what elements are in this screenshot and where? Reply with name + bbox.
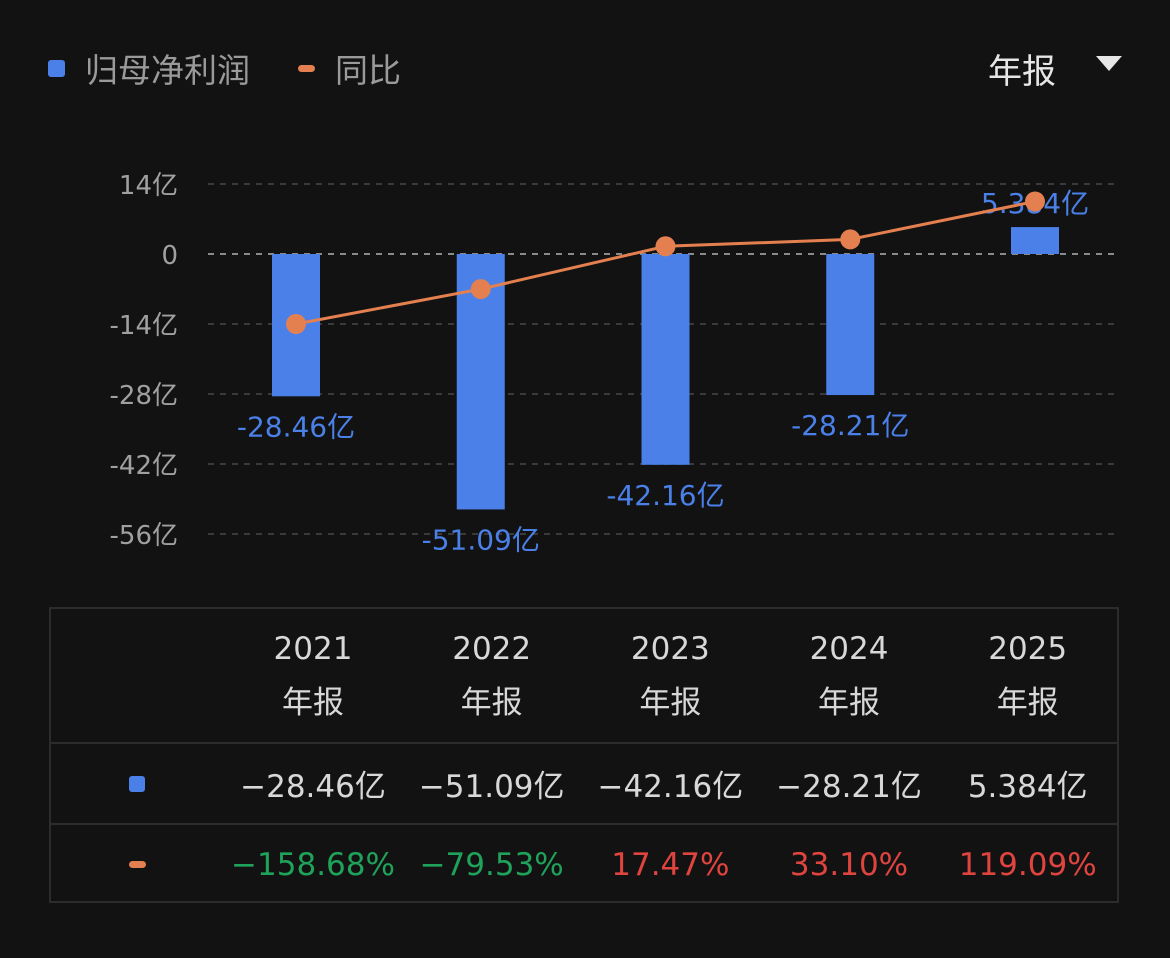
y-tick-label: -56亿: [110, 521, 178, 551]
bar: [1011, 227, 1059, 254]
period: 年报: [996, 684, 1059, 721]
y-tick-label: 14亿: [119, 171, 178, 201]
cell-yoy: 17.47%: [611, 846, 730, 883]
cell-profit: −28.46亿: [240, 769, 386, 805]
data-table: 2021 年报 2022 年报 2023 年报 2024 年报 2025 年报 −28.4…: [49, 607, 1119, 903]
bar-data-label: -51.09亿: [422, 523, 540, 556]
y-tick-label: 0: [161, 241, 178, 271]
yoy-point: [840, 229, 861, 250]
yoy-point: [286, 314, 306, 334]
period-dropdown[interactable]: 年报: [988, 44, 1122, 93]
line-series-icon: [128, 861, 146, 868]
legend: 归母净利润 同比: [48, 44, 401, 92]
year: 2022: [452, 630, 532, 667]
bar: [641, 254, 690, 465]
period: 年报: [460, 684, 523, 721]
col-header: 2021 年报: [224, 609, 403, 742]
chevron-down-icon: [1096, 56, 1122, 71]
year: 2024: [809, 630, 889, 667]
y-tick-label: -28亿: [110, 381, 178, 411]
table-row-yoy: −158.68% −79.53% 17.47% 33.10% 119.09%: [51, 825, 1117, 904]
table-header-row: 2021 年报 2022 年报 2023 年报 2024 年报 2025 年报: [51, 609, 1117, 744]
col-header: 2023 年报: [581, 609, 760, 742]
period: 年报: [282, 684, 344, 721]
cell-profit: −42.16亿: [597, 769, 744, 805]
col-header: 2025 年报: [938, 609, 1117, 742]
legend-line-label[interactable]: 同比: [335, 51, 401, 90]
bar-data-label: -28.21亿: [791, 409, 909, 442]
cell-profit: −51.09亿: [418, 769, 565, 805]
y-tick-label: -42亿: [110, 451, 178, 481]
col-header: 2022 年报: [402, 609, 581, 742]
chart: 14亿 0 -14亿 -28亿 -42亿 -56亿 -28.46亿 -51.09亿 -42.16…: [110, 171, 1120, 556]
cell-profit: 5.384亿: [967, 769, 1088, 805]
bar: [826, 254, 875, 396]
period-value: 年报: [988, 52, 1056, 92]
yoy-point: [470, 279, 491, 300]
period: 年报: [639, 684, 702, 721]
cell-profit: −28.21亿: [776, 769, 922, 805]
bar-data-label: -28.46亿: [237, 410, 355, 443]
year: 2021: [273, 630, 353, 667]
bar-series-icon: [129, 775, 146, 792]
legend-bar-swatch: [48, 59, 65, 77]
yoy-point: [1025, 191, 1045, 212]
year: 2025: [988, 630, 1068, 667]
period: 年报: [818, 684, 881, 721]
cell-yoy: 33.10%: [789, 846, 909, 883]
cell-yoy: −79.53%: [419, 846, 564, 883]
legend-bar-label[interactable]: 归母净利润: [85, 51, 250, 90]
table-row-profit: −28.46亿 −51.09亿 −42.16亿 −28.21亿 5.384亿: [51, 744, 1117, 825]
bar-data-label: -42.16亿: [606, 479, 724, 512]
cell-yoy: 119.09%: [958, 846, 1097, 883]
legend-line-swatch: [298, 64, 315, 72]
y-tick-label: -14亿: [110, 311, 178, 341]
yoy-point: [655, 236, 676, 257]
cell-yoy: −158.68%: [231, 846, 395, 883]
year: 2023: [630, 630, 710, 667]
col-header: 2024 年报: [760, 609, 939, 742]
